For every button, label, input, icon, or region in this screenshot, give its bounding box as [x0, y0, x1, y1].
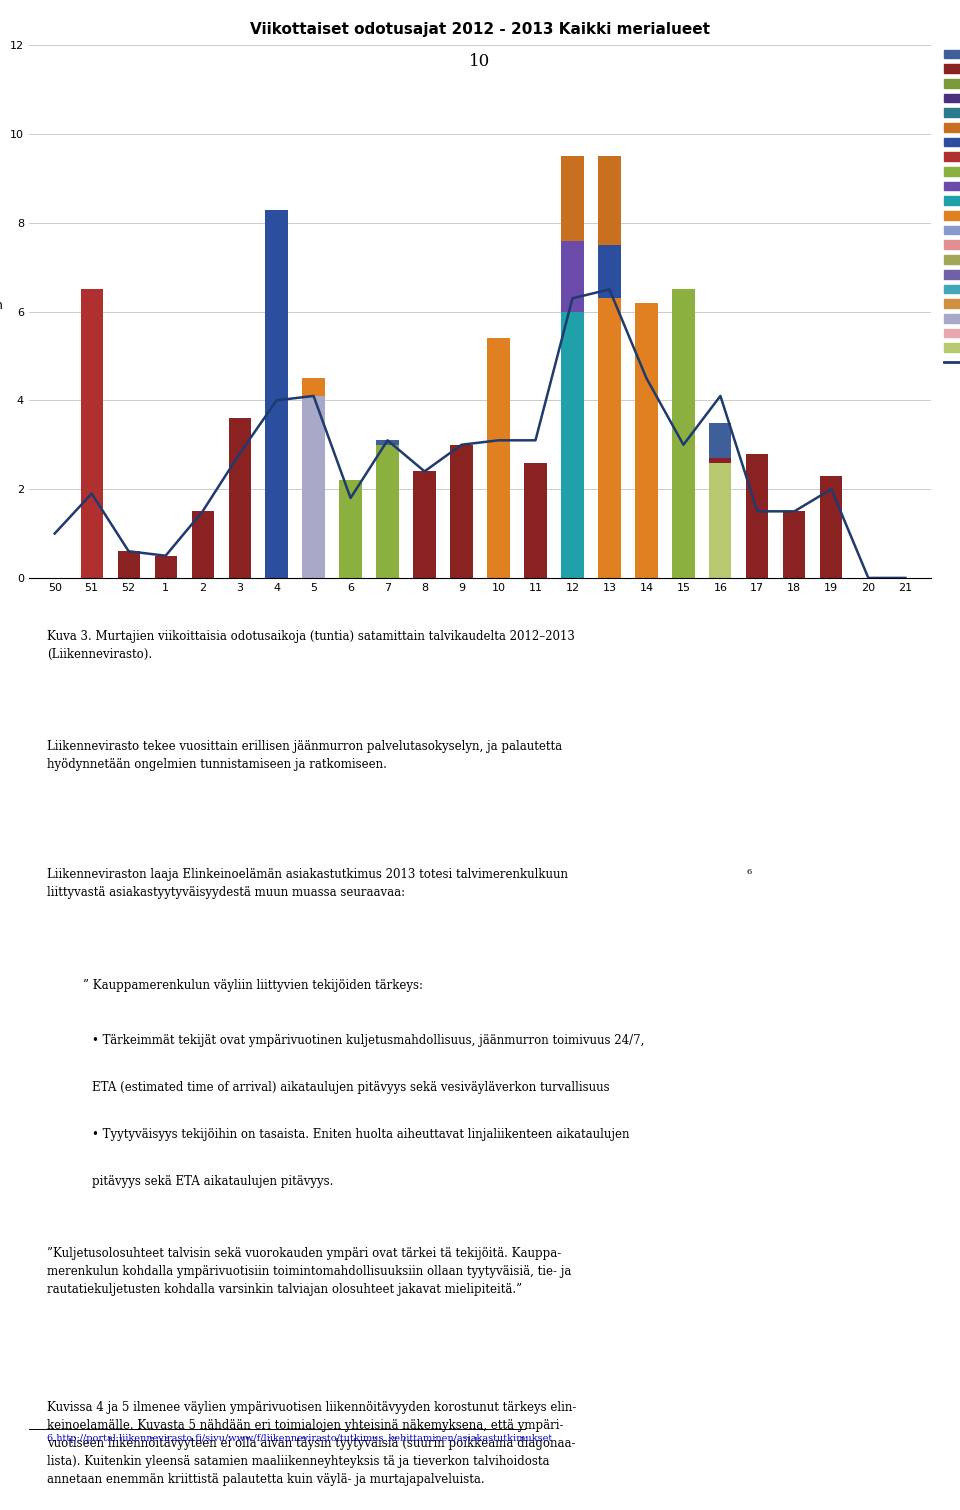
Bar	[598, 236, 620, 578]
Bar	[488, 338, 510, 578]
Bar	[192, 512, 214, 578]
Bar	[340, 507, 362, 578]
Bar	[340, 507, 362, 578]
Bar	[376, 445, 398, 578]
Bar	[672, 290, 694, 578]
Bar	[302, 400, 324, 578]
Bar	[488, 391, 510, 578]
Bar	[376, 441, 398, 578]
Bar	[117, 551, 140, 578]
Bar	[302, 378, 324, 578]
Bar	[562, 240, 584, 578]
Bar	[376, 471, 398, 578]
Bar	[266, 405, 288, 578]
Bar	[155, 556, 177, 578]
Text: 6 http://portal.liikennevirasto.fi/sivu/www/f/liikennevirasto/tutkimus_kehittami: 6 http://portal.liikennevirasto.fi/sivu/…	[47, 1433, 552, 1444]
Bar	[81, 494, 103, 578]
Legend: Tornio, Kemi, Oulu, Raahe, Kokkola, Pietarsaari, Vaasa, Kaskinen, Pori, Rauma, U: Tornio, Kemi, Oulu, Raahe, Kokkola, Piet…	[940, 45, 960, 371]
Bar	[636, 405, 658, 578]
Bar	[636, 302, 658, 578]
Text: Liikenneviraston laaja Elinkeinoelämän asiakastutkimus 2013 totesi talvimerenkul: Liikenneviraston laaja Elinkeinoelämän a…	[47, 868, 568, 898]
Bar	[414, 471, 436, 578]
Bar	[562, 231, 584, 578]
Text: Liikennevirasto tekee vuosittain erillisen jäänmurron palvelutasokyselyn, ja pal: Liikennevirasto tekee vuosittain erillis…	[47, 740, 562, 772]
Text: • Tärkeimmät tekijät ovat ympärivuotinen kuljetusmahdollisuus, jäänmurron toimiv: • Tärkeimmät tekijät ovat ympärivuotinen…	[92, 1034, 644, 1048]
Text: 10: 10	[469, 53, 491, 69]
Bar	[636, 405, 658, 578]
Text: Kuva 3. Murtajien viikoittaisia odotusaikoja (tuntia) satamittain talvikaudelta : Kuva 3. Murtajien viikoittaisia odotusai…	[47, 630, 575, 660]
Bar	[228, 418, 251, 578]
Bar	[302, 396, 324, 578]
Bar	[709, 423, 732, 578]
Bar	[783, 512, 805, 578]
Bar	[450, 445, 472, 578]
Bar	[81, 290, 103, 578]
Bar	[155, 556, 177, 578]
Text: • Tyytyväisyys tekijöihin on tasaista. Eniten huolta aiheuttavat linjaliikenteen: • Tyytyväisyys tekijöihin on tasaista. E…	[92, 1128, 630, 1142]
Title: Viikottaiset odotusajat 2012 - 2013 Kaikki merialueet: Viikottaiset odotusajat 2012 - 2013 Kaik…	[250, 23, 710, 38]
Bar	[266, 405, 288, 578]
Text: 6: 6	[746, 868, 752, 876]
Bar	[228, 453, 251, 578]
Text: ”Kuljetusolosuhteet talvisin sekä vuorokauden ympäri ovat tärkei tä tekijöitä. K: ”Kuljetusolosuhteet talvisin sekä vuorok…	[47, 1247, 571, 1297]
Bar	[192, 512, 214, 578]
Bar	[340, 480, 362, 578]
Bar	[562, 311, 584, 578]
Bar	[746, 503, 768, 578]
Bar	[598, 245, 620, 578]
Text: Kuvissa 4 ja 5 ilmenee väylien ympärivuotisen liikennöitävyyden korostunut tärke: Kuvissa 4 ja 5 ilmenee väylien ympärivuo…	[47, 1401, 576, 1486]
Bar	[302, 498, 324, 578]
Bar	[81, 494, 103, 578]
Bar	[598, 156, 620, 578]
Bar	[524, 462, 546, 578]
Bar	[598, 236, 620, 578]
Bar	[820, 489, 843, 578]
Bar	[302, 498, 324, 578]
Bar	[450, 445, 472, 578]
Bar	[524, 462, 546, 578]
Bar	[562, 290, 584, 578]
Text: ETA (estimated time of arrival) aikataulujen pitävyys sekä vesiväyläverkon turva: ETA (estimated time of arrival) aikataul…	[92, 1081, 610, 1095]
Bar	[746, 453, 768, 578]
Bar	[783, 512, 805, 578]
Text: pitävyys sekä ETA aikataulujen pitävyys.: pitävyys sekä ETA aikataulujen pitävyys.	[92, 1175, 333, 1188]
Bar	[820, 476, 843, 578]
Bar	[562, 290, 584, 578]
Bar	[117, 551, 140, 578]
Bar	[488, 458, 510, 578]
Bar	[709, 462, 732, 578]
Bar	[488, 458, 510, 578]
Bar	[414, 471, 436, 578]
Bar	[709, 458, 732, 578]
Text: ” Kauppamerenkulun väyliin liittyvien tekijöiden tärkeys:: ” Kauppamerenkulun väyliin liittyvien te…	[83, 978, 423, 992]
Bar	[672, 471, 694, 578]
Bar	[562, 156, 584, 578]
Bar	[266, 210, 288, 578]
Y-axis label: h: h	[0, 299, 3, 311]
Bar	[672, 471, 694, 578]
Bar	[598, 299, 620, 578]
